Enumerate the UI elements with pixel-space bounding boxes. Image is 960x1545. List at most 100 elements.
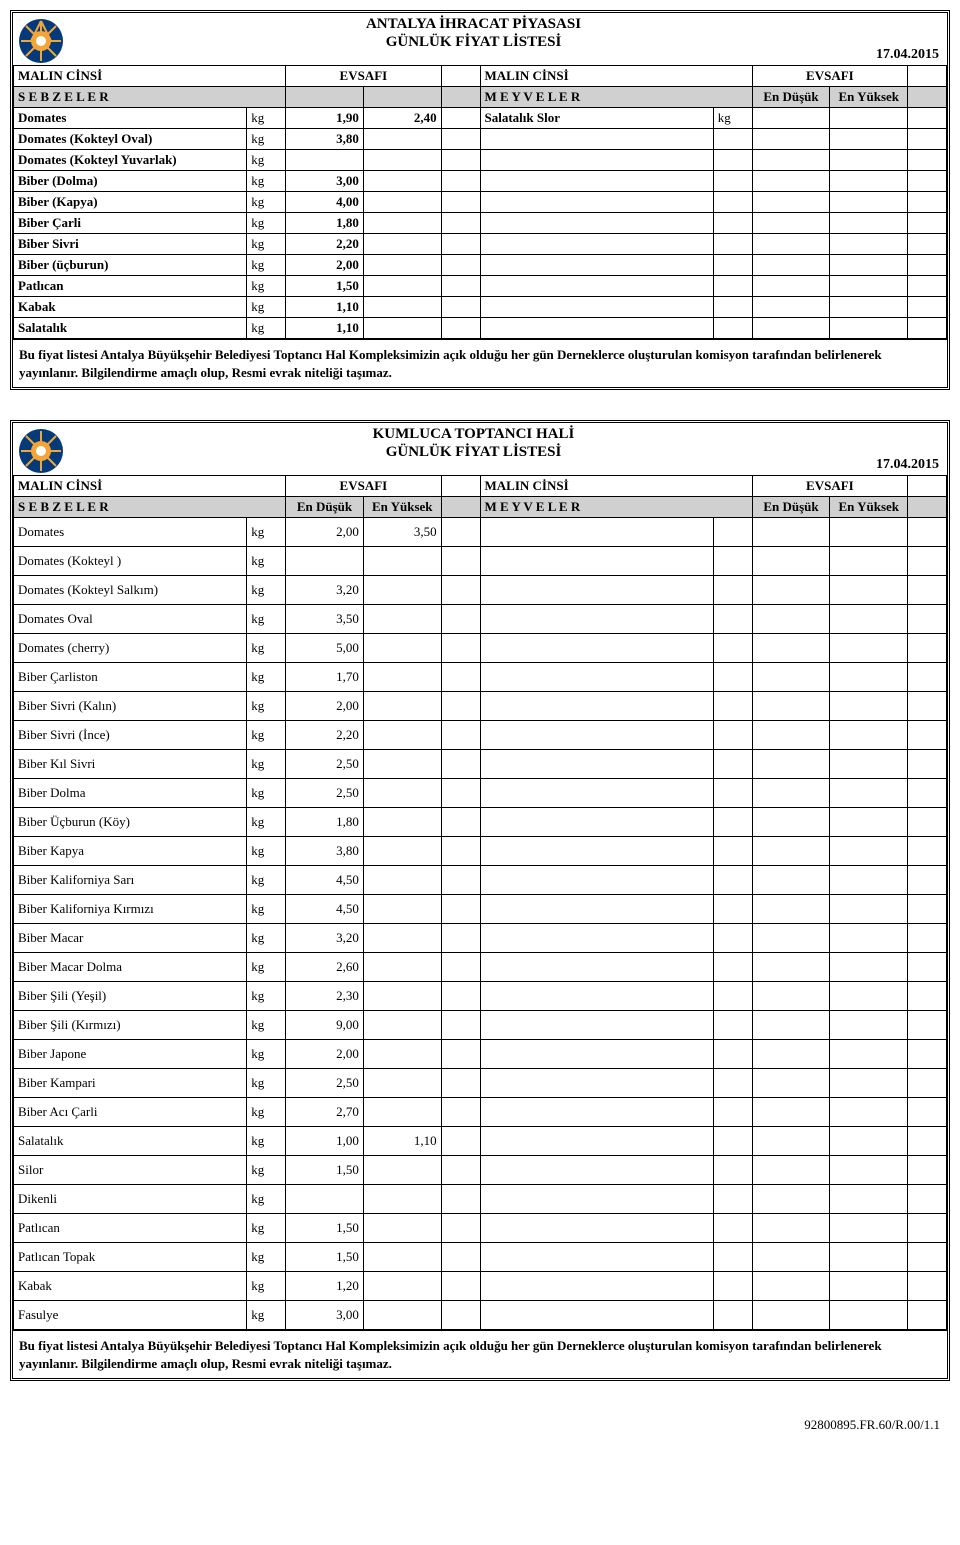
row-low: 2,60 — [286, 953, 364, 982]
row-high-r — [830, 297, 908, 318]
row-unit: kg — [247, 171, 286, 192]
row-unit: kg — [247, 982, 286, 1011]
row-unit: kg — [247, 1214, 286, 1243]
hdr-meyveler: M E Y V E L E R — [480, 87, 752, 108]
row-high-r — [830, 171, 908, 192]
row-low: 2,70 — [286, 1098, 364, 1127]
row-low-r — [752, 150, 830, 171]
row-name: Patlıcan — [14, 276, 247, 297]
row-high — [363, 605, 441, 634]
row-name: Domates (Kokteyl Salkım) — [14, 576, 247, 605]
row-unit: kg — [247, 1040, 286, 1069]
row-unit: kg — [247, 663, 286, 692]
row-high-r — [830, 255, 908, 276]
row-unit: kg — [247, 866, 286, 895]
hdr-sebzeler: S E B Z E L E R — [14, 87, 286, 108]
document-reference: 92800895.FR.60/R.00/1.1 — [10, 1411, 950, 1433]
hdr-endusuk-l: En Düşük — [286, 497, 364, 518]
hdr-malin-left: MALIN CİNSİ — [14, 476, 286, 497]
row-high-r — [830, 318, 908, 339]
hdr-enyuksek-l: En Yüksek — [363, 497, 441, 518]
row-unit: kg — [247, 129, 286, 150]
row-low: 3,80 — [286, 837, 364, 866]
hdr-malin-left: MALIN CİNSİ — [14, 66, 286, 87]
hdr-sebzeler: S E B Z E L E R — [14, 497, 286, 518]
row-unit: kg — [247, 721, 286, 750]
row-high — [363, 297, 441, 318]
row-low: 1,20 — [286, 1272, 364, 1301]
row-high — [363, 721, 441, 750]
row-low-r — [752, 318, 830, 339]
row-low — [286, 1185, 364, 1214]
row-high — [363, 150, 441, 171]
row-high — [363, 255, 441, 276]
row-high-r — [830, 150, 908, 171]
row-high — [363, 129, 441, 150]
row-low-r — [752, 192, 830, 213]
row-name: Silor — [14, 1156, 247, 1185]
row-high-r — [830, 234, 908, 255]
row-low: 3,20 — [286, 924, 364, 953]
row-unit-r — [713, 276, 752, 297]
row-name: Patlıcan — [14, 1214, 247, 1243]
row-low: 1,90 — [286, 108, 364, 129]
row-high-r — [830, 129, 908, 150]
row-low: 2,50 — [286, 779, 364, 808]
row-high — [363, 1272, 441, 1301]
row-unit: kg — [247, 692, 286, 721]
row-low: 2,00 — [286, 255, 364, 276]
row-unit: kg — [247, 924, 286, 953]
row-unit: kg — [247, 1156, 286, 1185]
row-name: Biber Şili (Yeşil) — [14, 982, 247, 1011]
row-high — [363, 547, 441, 576]
sun-logo-icon — [17, 17, 65, 65]
row-unit: kg — [247, 276, 286, 297]
row-low-r — [752, 297, 830, 318]
row-name: Biber Çarli — [14, 213, 247, 234]
row-name: Domates (Kokteyl ) — [14, 547, 247, 576]
row-name: Biber (üçburun) — [14, 255, 247, 276]
hdr-evsafi-left: EVSAFI — [286, 66, 442, 87]
row-high-r — [830, 276, 908, 297]
row-high — [363, 663, 441, 692]
row-unit: kg — [247, 1185, 286, 1214]
hdr-evsafi-right: EVSAFI — [752, 66, 908, 87]
row-low: 2,00 — [286, 692, 364, 721]
row-name: Salatalık — [14, 1127, 247, 1156]
row-name: Biber Çarliston — [14, 663, 247, 692]
row-unit: kg — [247, 318, 286, 339]
row-unit-r — [713, 150, 752, 171]
row-unit: kg — [247, 750, 286, 779]
row-low: 2,00 — [286, 518, 364, 547]
row-name: Domates — [14, 518, 247, 547]
row-unit: kg — [247, 779, 286, 808]
row-unit-r: kg — [713, 108, 752, 129]
row-name: Fasulye — [14, 1301, 247, 1330]
row-unit: kg — [247, 255, 286, 276]
row-name: Biber Sivri (İnce) — [14, 721, 247, 750]
row-name-r — [480, 129, 713, 150]
row-low: 3,50 — [286, 605, 364, 634]
row-name: Salatalık — [14, 318, 247, 339]
row-low: 3,00 — [286, 171, 364, 192]
row-low-r — [752, 171, 830, 192]
row-high — [363, 1011, 441, 1040]
row-high — [363, 1301, 441, 1330]
hdr-endusuk: En Düşük — [752, 87, 830, 108]
row-high-r — [830, 192, 908, 213]
row-high — [363, 779, 441, 808]
row-low: 1,50 — [286, 276, 364, 297]
row-unit: kg — [247, 518, 286, 547]
panel-kumluca: KUMLUCA TOPTANCI HALİ GÜNLÜK FİYAT LİSTE… — [10, 420, 950, 1381]
row-unit: kg — [247, 576, 286, 605]
row-unit: kg — [247, 1243, 286, 1272]
row-low: 2,20 — [286, 721, 364, 750]
hdr-malin-right: MALIN CİNSİ — [480, 476, 752, 497]
row-high — [363, 192, 441, 213]
row-high — [363, 924, 441, 953]
row-low: 1,00 — [286, 1127, 364, 1156]
row-name-r — [480, 213, 713, 234]
row-high — [363, 234, 441, 255]
hdr-evsafi-left: EVSAFI — [286, 476, 442, 497]
row-high: 3,50 — [363, 518, 441, 547]
